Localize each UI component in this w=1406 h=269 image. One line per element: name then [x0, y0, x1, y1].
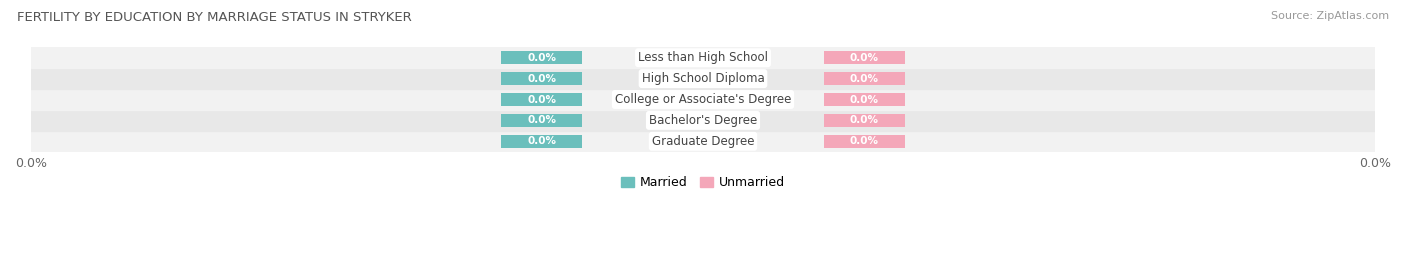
Bar: [31, 47, 1375, 68]
Bar: [502, 72, 582, 85]
Text: 0.0%: 0.0%: [849, 115, 879, 125]
Bar: [31, 131, 1375, 152]
Text: 0.0%: 0.0%: [849, 136, 879, 146]
Text: High School Diploma: High School Diploma: [641, 72, 765, 85]
Bar: [824, 114, 904, 127]
Text: Graduate Degree: Graduate Degree: [652, 135, 754, 148]
Text: 0.0%: 0.0%: [527, 74, 557, 84]
Bar: [502, 135, 582, 148]
Bar: [31, 110, 1375, 131]
Bar: [824, 93, 904, 106]
Text: Less than High School: Less than High School: [638, 51, 768, 64]
Bar: [502, 114, 582, 127]
Text: Source: ZipAtlas.com: Source: ZipAtlas.com: [1271, 11, 1389, 21]
Text: 0.0%: 0.0%: [849, 53, 879, 63]
Legend: Married, Unmarried: Married, Unmarried: [621, 176, 785, 189]
Text: 0.0%: 0.0%: [849, 94, 879, 105]
Bar: [31, 89, 1375, 110]
Text: 0.0%: 0.0%: [527, 115, 557, 125]
Text: 0.0%: 0.0%: [849, 74, 879, 84]
Text: FERTILITY BY EDUCATION BY MARRIAGE STATUS IN STRYKER: FERTILITY BY EDUCATION BY MARRIAGE STATU…: [17, 11, 412, 24]
Bar: [824, 135, 904, 148]
Text: 0.0%: 0.0%: [527, 53, 557, 63]
Text: 0.0%: 0.0%: [527, 94, 557, 105]
Bar: [824, 51, 904, 64]
Bar: [824, 72, 904, 85]
Text: 0.0%: 0.0%: [527, 136, 557, 146]
Text: College or Associate's Degree: College or Associate's Degree: [614, 93, 792, 106]
Bar: [31, 68, 1375, 89]
Bar: [502, 51, 582, 64]
Bar: [502, 93, 582, 106]
Text: Bachelor's Degree: Bachelor's Degree: [650, 114, 756, 127]
